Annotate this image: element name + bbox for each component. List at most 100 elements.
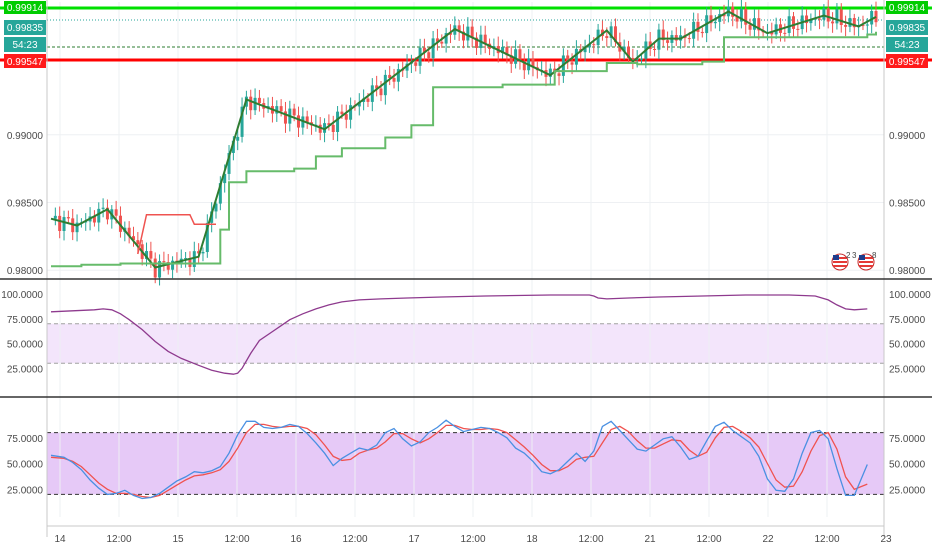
candle-body[interactable] [557, 73, 561, 76]
candle-body[interactable] [518, 49, 522, 62]
candle-body[interactable] [687, 38, 691, 40]
candle-body[interactable] [201, 252, 205, 254]
candle-body[interactable] [205, 222, 209, 253]
candle-body[interactable] [640, 58, 644, 60]
candle-body[interactable] [223, 173, 227, 184]
candle-body[interactable] [379, 88, 383, 96]
candle-body[interactable] [744, 8, 748, 25]
candle-body[interactable] [861, 25, 865, 27]
candle-body[interactable] [722, 14, 726, 17]
candle-body[interactable] [75, 222, 79, 233]
candle-body[interactable] [405, 63, 409, 71]
candle-body[interactable] [466, 26, 470, 41]
candle-body[interactable] [366, 98, 370, 102]
candle-body[interactable] [323, 123, 327, 133]
candle-body[interactable] [874, 11, 878, 23]
candle-body[interactable] [283, 111, 287, 124]
candle-body[interactable] [805, 15, 809, 24]
candle-body[interactable] [227, 152, 231, 174]
candlestick-series[interactable] [53, 0, 878, 286]
candle-body[interactable] [92, 216, 96, 223]
candle-body[interactable] [105, 207, 109, 220]
candle-body[interactable] [613, 26, 617, 43]
candle-body[interactable] [327, 123, 331, 125]
candle-body[interactable] [162, 261, 166, 263]
candle-body[interactable] [292, 108, 296, 116]
event-flag-us-2[interactable]: 8 [857, 251, 877, 271]
candle-body[interactable] [509, 55, 513, 64]
candle-body[interactable] [414, 62, 418, 66]
candle-body[interactable] [392, 77, 396, 82]
candle-body[interactable] [297, 115, 300, 128]
candle-body[interactable] [444, 33, 448, 44]
candle-body[interactable] [605, 36, 609, 39]
candle-body[interactable] [566, 55, 570, 63]
candle-body[interactable] [514, 49, 518, 64]
candle-body[interactable] [501, 46, 505, 54]
candle-body[interactable] [218, 183, 222, 204]
candle-body[interactable] [709, 15, 713, 24]
candle-body[interactable] [149, 251, 153, 259]
candle-body[interactable] [279, 106, 283, 112]
candle-body[interactable] [757, 18, 761, 31]
candle-body[interactable] [583, 47, 587, 53]
candle-body[interactable] [253, 97, 257, 111]
candle-body[interactable] [735, 16, 739, 22]
candle-body[interactable] [548, 68, 552, 77]
candle-body[interactable] [844, 25, 848, 27]
candle-body[interactable] [574, 48, 578, 65]
candle-body[interactable] [835, 9, 839, 24]
candle-body[interactable] [635, 58, 639, 60]
candle-body[interactable] [522, 61, 526, 71]
candle-body[interactable] [818, 18, 822, 20]
candle-body[interactable] [249, 96, 253, 111]
candle-body[interactable] [145, 251, 149, 259]
candle-body[interactable] [66, 217, 70, 219]
candle-body[interactable] [731, 6, 735, 17]
candle-body[interactable] [666, 40, 670, 43]
candle-body[interactable] [848, 17, 852, 27]
candle-body[interactable] [166, 262, 170, 270]
candle-body[interactable] [435, 38, 439, 42]
candle-body[interactable] [774, 24, 778, 35]
candle-body[interactable] [132, 236, 135, 241]
candle-body[interactable] [661, 29, 665, 41]
candle-body[interactable] [462, 31, 465, 41]
candle-body[interactable] [257, 97, 261, 104]
candle-body[interactable] [62, 217, 66, 231]
candle-body[interactable] [627, 46, 630, 58]
candle-body[interactable] [422, 47, 426, 53]
candle-body[interactable] [101, 207, 105, 209]
candle-body[interactable] [748, 24, 752, 30]
candle-body[interactable] [383, 74, 387, 96]
event-flag-us-1[interactable]: 2 3 [831, 251, 857, 271]
candle-body[interactable] [236, 136, 240, 141]
candle-body[interactable] [831, 21, 835, 24]
candle-body[interactable] [440, 41, 444, 44]
candle-body[interactable] [870, 11, 874, 25]
candle-body[interactable] [305, 116, 309, 123]
candle-body[interactable] [275, 106, 279, 114]
candle-body[interactable] [331, 124, 335, 133]
candle-body[interactable] [457, 25, 461, 32]
candle-body[interactable] [214, 203, 218, 212]
candle-body[interactable] [483, 34, 487, 44]
candle-body[interactable] [171, 260, 175, 270]
candle-body[interactable] [609, 26, 613, 39]
candle-body[interactable] [318, 124, 322, 133]
candle-body[interactable] [53, 215, 57, 219]
candle-body[interactable] [739, 8, 743, 22]
candle-body[interactable] [136, 240, 140, 245]
candle-body[interactable] [783, 32, 787, 34]
candle-body[interactable] [718, 14, 722, 22]
candle-body[interactable] [340, 111, 344, 115]
candle-body[interactable] [344, 114, 348, 120]
candle-body[interactable] [587, 44, 591, 48]
candle-body[interactable] [653, 48, 657, 50]
candle-body[interactable] [158, 261, 162, 278]
candle-body[interactable] [357, 101, 361, 107]
economic-event-flags[interactable]: 2 3 8 [831, 251, 877, 271]
candle-body[interactable] [822, 8, 826, 20]
candle-body[interactable] [127, 227, 131, 237]
candle-body[interactable] [787, 16, 791, 33]
